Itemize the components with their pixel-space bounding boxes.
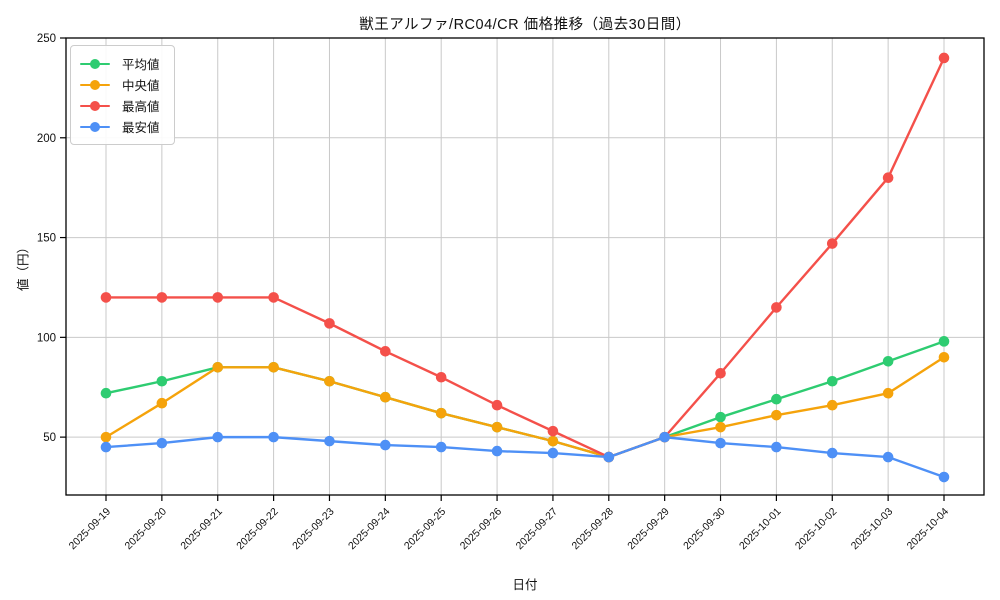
data-point xyxy=(212,292,224,303)
data-point xyxy=(324,435,335,447)
data-point xyxy=(268,431,279,443)
data-point xyxy=(156,292,168,303)
data-point xyxy=(435,441,447,453)
data-point xyxy=(100,387,112,399)
legend-marker-icon xyxy=(80,121,110,132)
y-tick-label: 250 xyxy=(37,33,56,45)
data-point xyxy=(435,371,447,383)
data-point xyxy=(882,355,894,367)
data-point xyxy=(491,445,503,457)
data-point xyxy=(380,439,391,451)
legend-label: 最安値 xyxy=(122,121,160,135)
x-tick-label: 2025-09-20 xyxy=(123,506,170,553)
x-tick-label: 2025-09-21 xyxy=(178,506,225,553)
data-point xyxy=(268,292,279,303)
legend-item-最安値: 最安値 xyxy=(80,116,160,137)
data-point xyxy=(324,318,335,329)
data-point xyxy=(156,375,168,387)
data-point xyxy=(715,421,726,433)
data-point xyxy=(435,407,447,419)
y-tick-label: 50 xyxy=(43,432,56,444)
data-point xyxy=(882,172,894,183)
data-point xyxy=(268,361,279,373)
x-tick-label: 2025-10-01 xyxy=(737,506,784,553)
data-point xyxy=(603,451,615,463)
data-point xyxy=(324,375,335,387)
data-point xyxy=(491,399,503,411)
legend-item-最高値: 最高値 xyxy=(80,95,160,116)
data-point xyxy=(212,361,224,373)
x-tick-label: 2025-09-29 xyxy=(625,506,672,553)
legend-marker-icon xyxy=(80,79,110,90)
axes-frame xyxy=(65,37,985,496)
y-tick-label: 100 xyxy=(37,332,56,344)
data-point xyxy=(771,409,782,421)
data-point xyxy=(715,437,726,449)
data-point xyxy=(826,238,838,249)
series-line-平均値 xyxy=(104,340,946,459)
x-tick-label: 2025-09-24 xyxy=(346,506,393,553)
legend-item-中央値: 中央値 xyxy=(80,74,160,95)
data-point xyxy=(100,292,112,303)
data-point xyxy=(547,447,559,459)
data-point xyxy=(771,393,782,405)
data-point xyxy=(938,352,950,363)
x-tick-label: 2025-09-19 xyxy=(67,506,114,553)
series-line-最安値 xyxy=(104,435,946,479)
x-tick-label: 2025-10-04 xyxy=(905,506,952,553)
data-point xyxy=(547,435,559,447)
data-point xyxy=(826,375,838,387)
data-point xyxy=(380,391,391,403)
data-point xyxy=(491,421,503,433)
series-line-最高値 xyxy=(104,56,946,459)
x-tick-label: 2025-09-25 xyxy=(402,506,449,553)
chart-legend: 平均値中央値最高値最安値 xyxy=(70,45,175,145)
data-point xyxy=(547,425,559,437)
data-point xyxy=(156,397,168,409)
data-point xyxy=(715,411,726,423)
data-point xyxy=(882,451,894,463)
data-point xyxy=(100,431,112,443)
x-tick-label: 2025-09-26 xyxy=(458,506,505,553)
x-tick-label: 2025-10-02 xyxy=(793,506,840,553)
legend-item-平均値: 平均値 xyxy=(80,53,160,74)
data-point xyxy=(938,52,950,64)
x-tick-label: 2025-09-27 xyxy=(514,506,561,553)
data-point xyxy=(938,471,950,483)
data-point xyxy=(380,346,391,357)
data-point xyxy=(156,437,168,449)
x-tick-label: 2025-09-28 xyxy=(569,506,616,553)
data-point xyxy=(826,399,838,411)
data-point xyxy=(882,387,894,399)
data-point xyxy=(938,336,950,347)
x-tick-label: 2025-10-03 xyxy=(849,506,896,553)
data-point xyxy=(100,441,112,453)
x-axis-label: 日付 xyxy=(512,578,538,592)
data-point xyxy=(771,302,782,313)
y-tick-label: 150 xyxy=(37,233,56,245)
legend-label: 平均値 xyxy=(122,58,160,72)
x-tick-label: 2025-09-30 xyxy=(681,506,728,553)
x-tick-label: 2025-09-23 xyxy=(290,506,337,553)
data-point xyxy=(826,447,838,459)
legend-marker-icon xyxy=(80,58,110,69)
x-tick-label: 2025-09-22 xyxy=(234,506,281,553)
data-point xyxy=(659,431,670,443)
legend-marker-icon xyxy=(80,100,110,111)
series-line-中央値 xyxy=(104,356,946,459)
data-point xyxy=(771,441,782,453)
y-tick-label: 200 xyxy=(37,133,56,145)
data-point xyxy=(715,367,726,379)
chart-title: 獣王アルファ/RC04/CR 価格推移（過去30日間） xyxy=(359,17,691,33)
legend-label: 中央値 xyxy=(122,79,160,93)
data-point xyxy=(212,431,224,443)
legend-label: 最高値 xyxy=(122,100,160,114)
